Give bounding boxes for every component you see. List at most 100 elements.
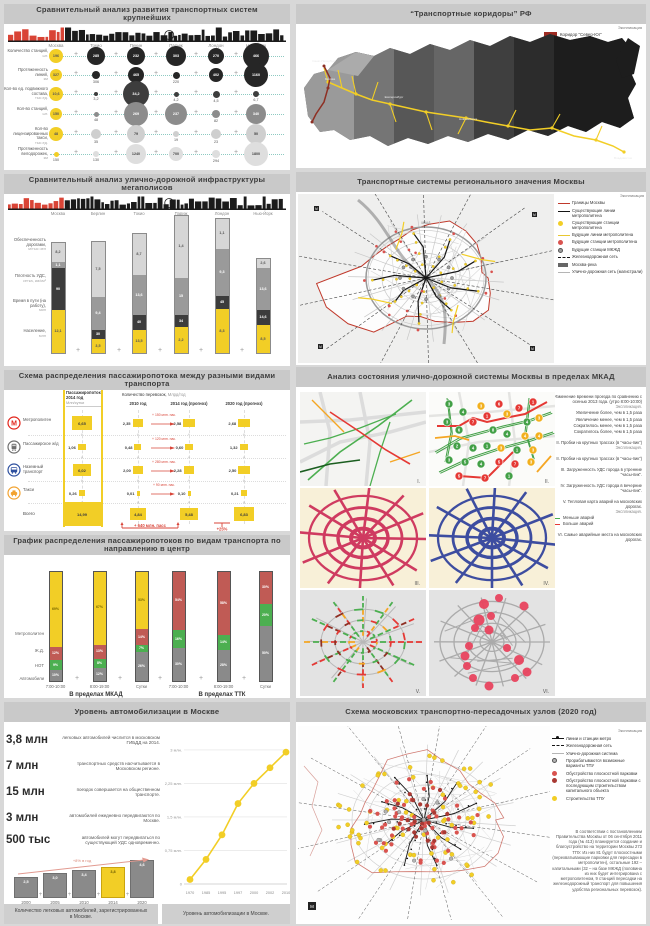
segment-value: 3,5 xyxy=(95,343,101,348)
x-label: Сутки xyxy=(136,684,147,689)
flow-col1-header: Пассажиропоток 2014 год Млн/сутки xyxy=(66,390,102,408)
bubble xyxy=(209,68,223,82)
svg-text:3: 3 xyxy=(532,448,535,453)
value-box xyxy=(240,490,248,496)
panel-transport-corridors: “Транспортные коридоры” РФ Экспликация К… xyxy=(296,4,646,168)
dot-red-swatch xyxy=(558,240,572,246)
segment-value: 13,6 xyxy=(135,292,143,297)
bubble-value: 700 xyxy=(172,151,180,156)
plus-separator: + xyxy=(241,675,247,682)
svg-text:Москва: Москва xyxy=(325,77,336,81)
plus-separator: + xyxy=(193,149,199,156)
metric-label: Кол-во станций, шт. xyxy=(4,106,48,116)
increase-arrow xyxy=(151,492,175,496)
plus-separator: + xyxy=(157,347,163,354)
bar-segment xyxy=(135,571,148,630)
plus-separator: + xyxy=(73,129,79,136)
bar-segment xyxy=(259,604,272,626)
segment-value: 69% xyxy=(51,606,59,611)
line-yellow xyxy=(558,234,570,236)
moscow-map: МКАД М М М М xyxy=(298,194,554,363)
plus-separator: + xyxy=(153,129,159,136)
arrow-legend-item: →Сократилось менее, чем в 1,5 раза xyxy=(550,423,642,429)
bar-segment xyxy=(51,242,65,262)
year-label: 2014 xyxy=(108,900,118,905)
legend-item: Прорабатываются возможные варианты ТПУ xyxy=(552,758,642,768)
bubble-value: 10,6 xyxy=(52,91,60,96)
svg-text:3: 3 xyxy=(480,404,483,409)
dot-darkred-swatch xyxy=(552,778,566,783)
plus-separator: + xyxy=(73,149,79,156)
segment-value: 13,5 xyxy=(135,339,143,344)
value-label: 1,32 xyxy=(229,444,238,450)
flow-group-unit: Млрд/год xyxy=(167,392,186,397)
bar-outline xyxy=(171,570,186,682)
bar-segment xyxy=(93,667,106,681)
dot-yellow xyxy=(558,220,563,226)
value-box xyxy=(233,507,255,521)
block-gray xyxy=(558,263,568,268)
arrow-label: Сократилось менее, чем в 1,5 раза xyxy=(573,423,642,429)
value-label: 6,65 xyxy=(78,420,86,426)
bar-segment xyxy=(135,629,148,645)
bubble-value: 466 xyxy=(252,53,260,58)
svg-text:6: 6 xyxy=(458,428,461,433)
value-box xyxy=(238,465,250,475)
bar-value: 4,6 xyxy=(139,863,145,867)
bar-segment xyxy=(91,297,105,330)
city-label: Москва xyxy=(50,211,66,216)
segment-value: 28% xyxy=(219,663,227,668)
bubble-value: 48 xyxy=(93,117,99,122)
bubble-value: 306 xyxy=(92,80,100,84)
legend-item-label: Обустройство плоскостной парковки с посл… xyxy=(566,778,641,793)
arrow-label: Увеличение более, чем в 1,5 раза xyxy=(575,410,642,416)
arrow-label: Увеличение менее, чем в 1,5 раза xyxy=(575,416,642,422)
row-guide xyxy=(50,75,284,76)
plus-separator: + xyxy=(193,89,199,96)
bar-segment xyxy=(135,644,148,653)
row-label: Такси xyxy=(23,487,35,492)
bubble-value: 130 xyxy=(92,158,100,162)
highlight-column xyxy=(63,390,103,527)
accident-legend-item: Меньше аварий xyxy=(550,515,642,521)
flow-col1-unit: Млн/сутки xyxy=(66,400,102,408)
plus-separator: + xyxy=(73,51,79,58)
plus-separator: + xyxy=(233,70,239,77)
legend-item-label: Обустройство плоскостной парковки xyxy=(566,770,638,776)
svg-text:3: 3 xyxy=(500,446,503,451)
increase-label: + 90 млн. пас. xyxy=(152,483,176,487)
bubble-value: 48 xyxy=(53,131,59,136)
panel-title: Уровень автомобилизации в Москве xyxy=(4,702,290,722)
legend-item: Улично-дорожная сеть (магистрали) xyxy=(558,270,644,275)
segment-value: 2,6 xyxy=(260,260,266,265)
russia-corridors-map: Экспликация Коридор “Север-Юг” Коридор “… xyxy=(296,24,646,168)
city-label: Лондон xyxy=(214,211,230,216)
row-separator xyxy=(28,481,286,482)
bubble xyxy=(173,131,179,137)
bar-segment xyxy=(217,634,230,651)
city-label: Токио xyxy=(133,211,145,216)
plus-mark: + xyxy=(187,431,191,437)
tpu-map: Экспликация Линии и станции метро Железно… xyxy=(296,722,646,924)
dot-yellow-swatch xyxy=(552,795,566,801)
segment-value: 8,5 xyxy=(260,336,266,341)
bubble-value: 196 xyxy=(52,53,60,58)
value-label: 1,06 xyxy=(68,444,76,450)
bar-segment xyxy=(256,310,270,325)
legend-item: Будущие станции МКЖД xyxy=(558,247,644,253)
bubble xyxy=(93,151,99,157)
svg-text:7: 7 xyxy=(518,406,521,411)
stat-number: 7 млн xyxy=(6,760,39,772)
segment-value: 13,6 xyxy=(259,286,267,291)
stat-text: транспортных средств насчитывается в Мос… xyxy=(76,761,160,772)
svg-text:II.: II. xyxy=(545,479,549,485)
value-box xyxy=(187,490,191,496)
bar-value: 3,4 xyxy=(81,872,87,877)
svg-text:4: 4 xyxy=(538,434,541,439)
bubble xyxy=(126,144,146,164)
legend-items: Границы Москвы Существующие линии метропо… xyxy=(558,200,644,275)
plus-separator: + xyxy=(193,109,199,116)
segment-value: 10% xyxy=(51,673,59,678)
legend-label: Ж.Д. xyxy=(34,648,44,653)
